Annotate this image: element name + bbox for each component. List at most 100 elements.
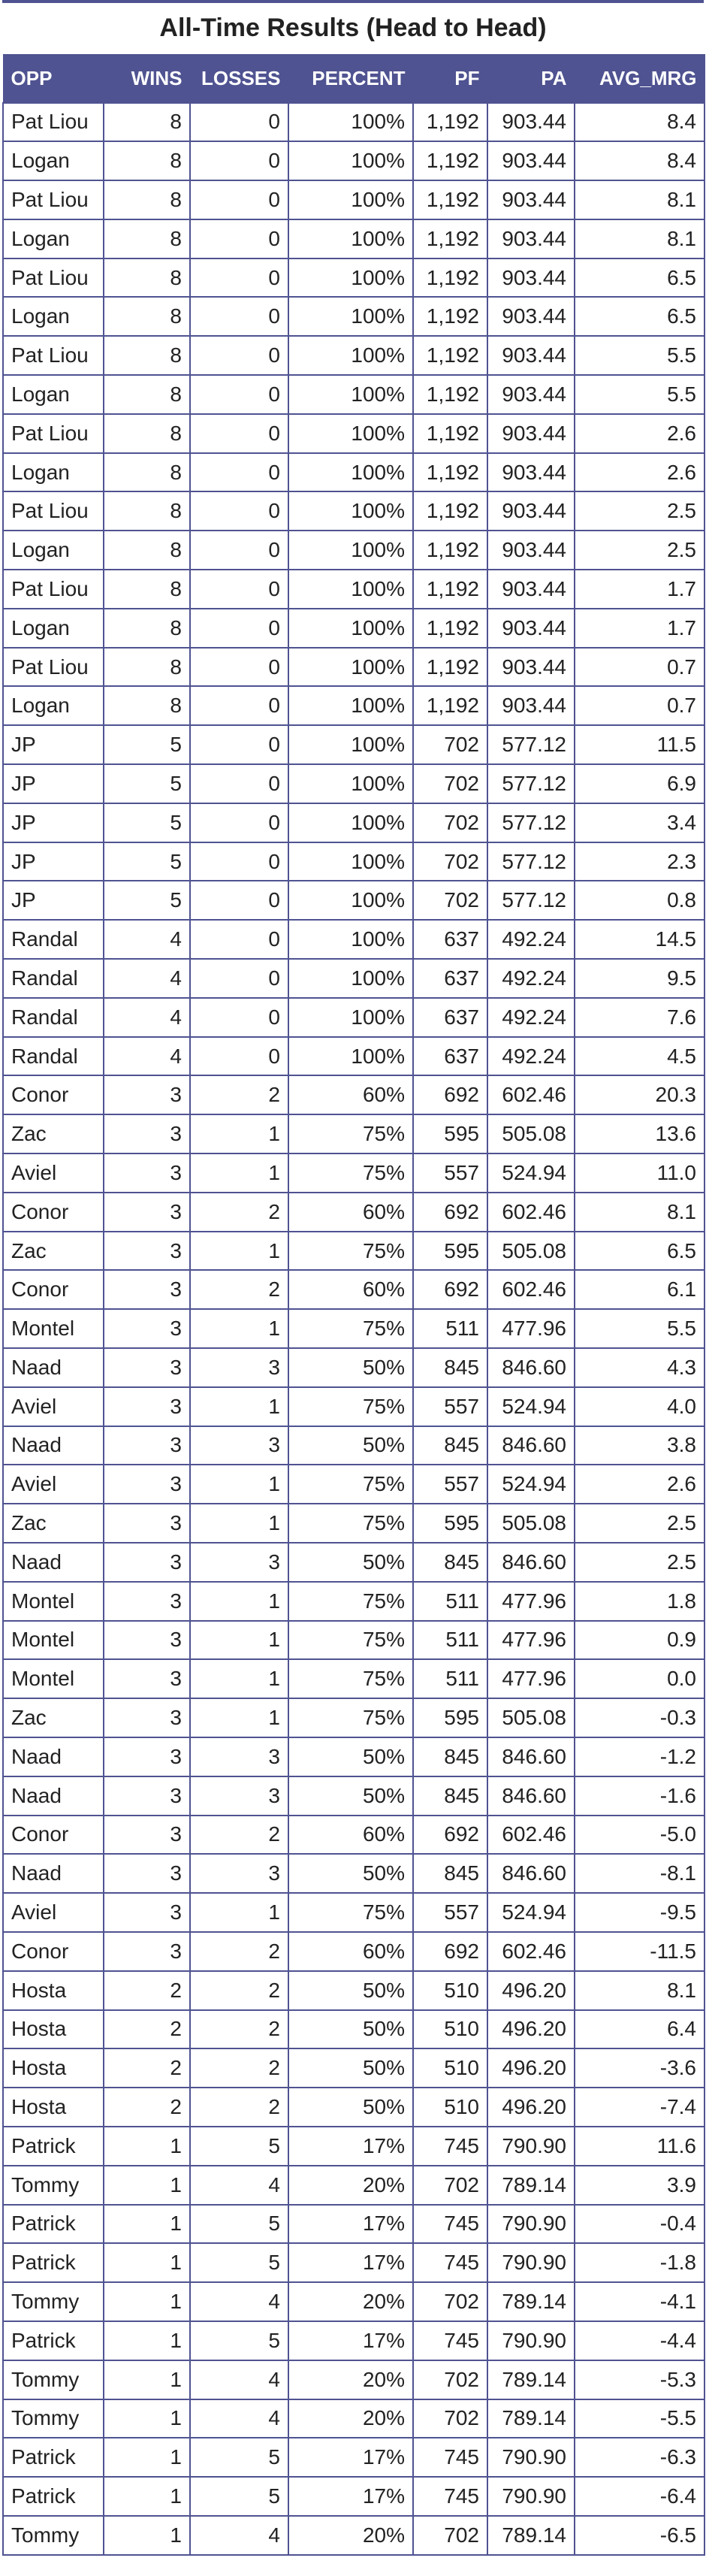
- opp-cell: Hosta: [2, 1970, 104, 2011]
- pf-cell: 595: [412, 1230, 488, 1271]
- table-row: Hosta 2 2 50% 510 496.20 -3.6: [2, 2048, 705, 2089]
- avg-mrg-cell: 3.4: [574, 802, 705, 843]
- wins-cell: 3: [103, 1425, 191, 1466]
- table-row: Naad 3 3 50% 845 846.60 -8.1: [2, 1853, 705, 1894]
- percent-cell: 20%: [288, 2514, 414, 2556]
- wins-cell: 4: [103, 958, 191, 999]
- losses-cell: 5: [189, 2476, 289, 2517]
- wins-cell: 3: [103, 1503, 191, 1543]
- avg-mrg-cell: -5.5: [574, 2398, 705, 2439]
- pf-cell: 745: [412, 2320, 488, 2361]
- pa-cell: 789.14: [487, 2164, 575, 2206]
- avg-mrg-cell: 6.1: [574, 1269, 705, 1311]
- losses-cell: 1: [189, 1464, 289, 1505]
- table-row: Hosta 2 2 50% 510 496.20 -7.4: [2, 2087, 705, 2127]
- pa-cell: 789.14: [487, 2514, 575, 2556]
- avg-mrg-cell: 2.5: [574, 530, 705, 571]
- table-row: Tommy 1 4 20% 702 789.14 -5.3: [2, 2359, 705, 2400]
- avg-mrg-cell: -6.5: [574, 2514, 705, 2556]
- pf-cell: 745: [412, 2242, 488, 2284]
- table-row: Randal 4 0 100% 637 492.24 7.6: [2, 996, 705, 1038]
- table-row: Hosta 2 2 50% 510 496.20 8.1: [2, 1970, 705, 2011]
- opp-cell: Patrick: [2, 2203, 104, 2245]
- table-row: Hosta 2 2 50% 510 496.20 6.4: [2, 2009, 705, 2050]
- wins-cell: 1: [103, 2437, 191, 2478]
- opp-cell: Aviel: [2, 1386, 104, 1427]
- losses-cell: 3: [189, 1541, 289, 1583]
- avg-mrg-cell: 2.5: [574, 1541, 705, 1583]
- opp-cell: Pat Liou: [2, 646, 104, 688]
- losses-cell: 0: [189, 257, 289, 298]
- losses-cell: 0: [189, 919, 289, 960]
- losses-cell: 2: [189, 1269, 289, 1311]
- wins-cell: 8: [103, 685, 191, 727]
- pf-cell: 637: [412, 919, 488, 960]
- pf-cell: 637: [412, 958, 488, 999]
- pf-cell: 1,192: [412, 335, 488, 376]
- losses-cell: 0: [189, 374, 289, 415]
- pa-cell: 505.08: [487, 1698, 575, 1738]
- pa-cell: 903.44: [487, 413, 575, 454]
- percent-cell: 100%: [288, 569, 414, 609]
- percent-cell: 100%: [288, 646, 414, 688]
- wins-cell: 8: [103, 452, 191, 493]
- table-row: Naad 3 3 50% 845 846.60 -1.6: [2, 1775, 705, 1816]
- opp-cell: Pat Liou: [2, 569, 104, 609]
- avg-mrg-cell: -0.4: [574, 2203, 705, 2245]
- percent-cell: 100%: [288, 880, 414, 921]
- percent-cell: 100%: [288, 180, 414, 220]
- pa-cell: 789.14: [487, 2398, 575, 2439]
- losses-cell: 5: [189, 2203, 289, 2245]
- percent-cell: 60%: [288, 1191, 414, 1232]
- percent-cell: 20%: [288, 2164, 414, 2206]
- losses-cell: 0: [189, 1036, 289, 1077]
- pf-cell: 510: [412, 2048, 488, 2089]
- opp-cell: Logan: [2, 374, 104, 415]
- avg-mrg-cell: 5.5: [574, 335, 705, 376]
- opp-cell: Randal: [2, 958, 104, 999]
- avg-mrg-cell: 0.9: [574, 1619, 705, 1661]
- losses-cell: 2: [189, 1930, 289, 1972]
- table-row: Pat Liou 8 0 100% 1,192 903.44 8.4: [2, 101, 705, 143]
- percent-cell: 75%: [288, 1464, 414, 1505]
- pf-cell: 692: [412, 1191, 488, 1232]
- wins-cell: 8: [103, 607, 191, 649]
- pf-cell: 1,192: [412, 530, 488, 571]
- table-row: JP 5 0 100% 702 577.12 3.4: [2, 802, 705, 843]
- percent-cell: 100%: [288, 218, 414, 259]
- losses-cell: 0: [189, 646, 289, 688]
- pa-cell: 903.44: [487, 685, 575, 727]
- pf-cell: 845: [412, 1541, 488, 1583]
- percent-cell: 50%: [288, 1347, 414, 1388]
- table-row: Patrick 1 5 17% 745 790.90 -6.3: [2, 2437, 705, 2478]
- avg-mrg-cell: -5.0: [574, 1814, 705, 1855]
- losses-cell: 5: [189, 2242, 289, 2284]
- avg-mrg-cell: -1.8: [574, 2242, 705, 2284]
- avg-mrg-cell: -5.3: [574, 2359, 705, 2400]
- table-row: Conor 3 2 60% 692 602.46 6.1: [2, 1269, 705, 1311]
- wins-cell: 8: [103, 296, 191, 337]
- pf-cell: 702: [412, 2359, 488, 2400]
- percent-cell: 17%: [288, 2125, 414, 2166]
- wins-cell: 8: [103, 335, 191, 376]
- wins-cell: 3: [103, 1892, 191, 1933]
- wins-cell: 3: [103, 1541, 191, 1583]
- pa-cell: 789.14: [487, 2359, 575, 2400]
- percent-cell: 20%: [288, 2398, 414, 2439]
- percent-cell: 100%: [288, 685, 414, 727]
- avg-mrg-cell: 2.6: [574, 452, 705, 493]
- table-row: Logan 8 0 100% 1,192 903.44 2.5: [2, 530, 705, 571]
- wins-cell: 4: [103, 919, 191, 960]
- avg-mrg-cell: -8.1: [574, 1853, 705, 1894]
- percent-cell: 60%: [288, 1269, 414, 1311]
- avg-mrg-cell: 2.3: [574, 841, 705, 882]
- pf-cell: 1,192: [412, 607, 488, 649]
- wins-cell: 5: [103, 724, 191, 766]
- opp-cell: Pat Liou: [2, 101, 104, 143]
- percent-cell: 75%: [288, 1114, 414, 1155]
- avg-mrg-cell: -11.5: [574, 1930, 705, 1972]
- opp-cell: Naad: [2, 1347, 104, 1388]
- avg-mrg-cell: 13.6: [574, 1114, 705, 1155]
- pa-cell: 789.14: [487, 2281, 575, 2322]
- table-row: Naad 3 3 50% 845 846.60 2.5: [2, 1541, 705, 1583]
